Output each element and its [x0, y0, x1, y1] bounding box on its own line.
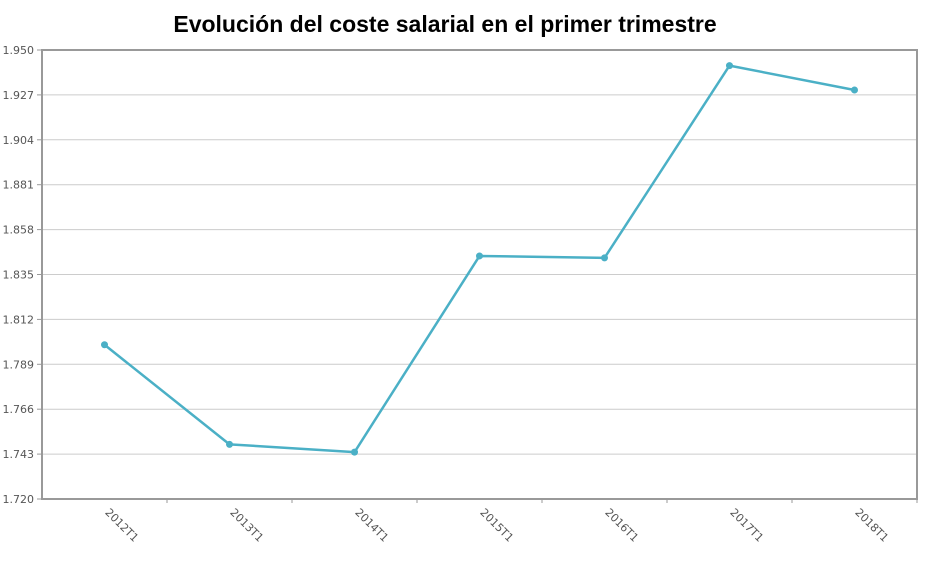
y-tick-label: 1.789 — [3, 358, 35, 371]
data-point-2013T1[interactable] — [226, 440, 233, 448]
y-tick-label: 1.720 — [3, 493, 35, 506]
data-point-2016T1[interactable] — [601, 254, 608, 262]
data-point-2018T1[interactable] — [851, 86, 858, 94]
data-point-2015T1[interactable] — [476, 252, 483, 260]
y-tick-label: 1.858 — [3, 224, 35, 237]
y-tick-label: 1.927 — [3, 89, 35, 102]
x-tick-label: 2015T1 — [477, 506, 516, 545]
data-point-2017T1[interactable] — [726, 62, 733, 70]
y-tick-label: 1.950 — [3, 44, 35, 57]
y-tick-label: 1.881 — [3, 179, 35, 192]
series-line — [101, 62, 858, 456]
y-tick-label: 1.766 — [3, 403, 35, 416]
x-tick-label: 2013T1 — [227, 506, 266, 545]
y-axis: 1.720 1.743 1.766 1.789 1.812 1.835 1.858 1.881… — [3, 44, 42, 506]
y-tick-label: 1.812 — [3, 313, 35, 326]
x-tick-label: 2016T1 — [602, 506, 641, 545]
x-tick-label: 2012T1 — [102, 506, 141, 545]
y-tick-label: 1.835 — [3, 269, 35, 282]
x-axis: 2012T1 2013T1 2014T1 2015T1 2016T1 2017T1 2018… — [102, 499, 918, 545]
x-tick-label: 2014T1 — [352, 506, 391, 545]
x-tick-label: 2017T1 — [727, 506, 766, 545]
y-tick-label: 1.904 — [3, 134, 35, 147]
data-point-2014T1[interactable] — [351, 448, 358, 456]
gridlines — [42, 94, 917, 455]
y-tick-label: 1.743 — [3, 448, 35, 461]
data-point-2012T1[interactable] — [101, 341, 108, 349]
chart-title: Evolución del coste salarial en el prime… — [173, 11, 716, 37]
x-tick-label: 2018T1 — [852, 506, 891, 545]
